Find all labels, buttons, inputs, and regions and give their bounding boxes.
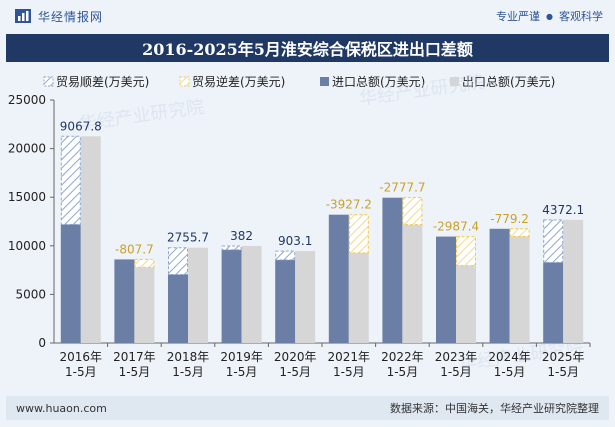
brand[interactable]: 华经情报网 [14,7,103,25]
brand-name: 华经情报网 [38,9,104,24]
x-tick-label-year-5: 2021年 [328,350,371,364]
legend-swatch-2 [320,77,329,86]
x-tick-label-year-4: 2020年 [274,350,317,364]
export-bar-0 [80,136,101,343]
x-tick-label-period-7: 1-5月 [440,365,472,379]
import-bar-0 [60,224,81,343]
x-tick-label-year-1: 2017年 [113,350,156,364]
brand-logo-icon [15,9,31,23]
x-tick-label-period-9: 1-5月 [547,365,579,379]
balance-label-3: 382 [230,229,253,243]
x-tick-label-year-6: 2022年 [381,350,424,364]
x-tick-label-year-8: 2024年 [488,350,531,364]
balance-label-7: -2987.4 [433,220,479,234]
legend-label-1: 贸易逆差(万美元) [192,74,285,89]
deficit-box-1 [134,258,155,268]
x-tick-label-period-3: 1-5月 [226,365,258,379]
y-tick-label-5: 25000 [8,93,46,107]
import-bar-4 [275,259,296,343]
footer-bar: www.huaon.com 数据来源：中国海关，华经产业研究院整理 [6,396,609,420]
top-bar: 华经情报网 专业严谨 ● 客观科学 [0,0,615,32]
y-tick-label-0: 0 [38,336,46,350]
legend: 贸易顺差(万美元) 贸易逆差(万美元) 进口总额(万美元) 出口总额(万美元) [43,74,555,89]
bars [60,135,584,343]
import-bar-3 [221,249,242,343]
x-tick-label-year-3: 2019年 [220,350,263,364]
surplus-box-3 [221,245,242,251]
x-tick-label-period-5: 1-5月 [333,365,365,379]
y-tick-label-3: 15000 [8,190,46,204]
legend-label-0: 贸易顺差(万美元) [56,75,149,89]
surplus-box-4 [275,250,296,261]
balance-label-8: -779.2 [490,212,529,226]
surplus-box-9 [543,219,564,263]
export-bar-8 [509,236,530,343]
import-bar-2 [168,274,188,343]
footer-source: 数据来源：中国海关，华经产业研究院整理 [390,402,599,415]
x-tick-label-period-4: 1-5月 [279,365,311,379]
x-tick-label-year-0: 2016年 [60,350,103,364]
slogan: 专业严谨 ● 客观科学 [496,8,603,24]
deficit-box-7 [456,236,476,267]
import-bar-5 [328,214,349,343]
export-bar-1 [134,267,155,343]
x-tick-label-period-8: 1-5月 [494,365,526,379]
x-tick-label-period-0: 1-5月 [65,365,97,379]
deficit-box-6 [402,197,423,226]
import-bar-6 [382,197,403,343]
legend-swatch-3 [450,77,459,86]
y-tick-label-4: 20000 [8,142,46,156]
balance-label-5: -3927.2 [326,198,372,212]
export-bar-7 [456,265,476,343]
deficit-box-8 [509,228,530,237]
export-bar-5 [348,252,369,343]
slogan-right: 客观科学 [559,10,603,23]
export-bar-4 [295,251,316,343]
legend-swatch-1 [179,76,190,87]
balance-label-9: 4372.1 [542,203,584,217]
x-tick-label-period-6: 1-5月 [387,365,419,379]
chart-title-bar: 2016-2025年5月淮安综合保税区进出口差额 [6,34,609,62]
x-tick-label-period-2: 1-5月 [172,365,204,379]
export-bar-2 [188,247,208,343]
balance-label-6: -2777.7 [379,181,425,195]
x-tick-label-year-2: 2018年 [167,350,210,364]
legend-swatch-0 [43,76,54,87]
y-tick-label-1: 5000 [15,287,46,301]
surplus-box-2 [168,247,188,275]
surplus-box-0 [60,135,81,225]
footer-url[interactable]: www.huaon.com [16,401,107,415]
export-bar-3 [241,245,262,343]
balance-label-1: -807.7 [115,242,154,256]
x-tick-label-period-1: 1-5月 [119,365,151,379]
legend-label-3: 出口总额(万美元) [462,75,555,89]
x-tick-label-year-7: 2023年 [435,350,478,364]
slogan-left: 专业严谨 [496,10,541,23]
balance-label-4: 903.1 [278,234,312,248]
legend-label-2: 进口总额(万美元) [332,75,425,89]
import-bar-8 [489,228,510,343]
balance-label-2: 2755.7 [167,231,209,245]
import-bar-1 [114,259,135,343]
import-bar-9 [543,262,564,343]
y-tick-label-2: 10000 [8,239,46,253]
x-tick-label-year-9: 2025年 [542,350,585,364]
export-bar-9 [563,219,584,343]
data-labels: 9067.82016年1-5月-807.72017年1-5月2755.72018… [60,119,585,379]
import-bar-7 [436,236,456,343]
deficit-box-5 [348,214,369,254]
chart-title: 2016-2025年5月淮安综合保税区进出口差额 [142,40,473,59]
balance-label-0: 9067.8 [60,119,102,133]
slogan-dot-icon: ● [546,11,553,21]
export-bar-6 [402,224,423,343]
